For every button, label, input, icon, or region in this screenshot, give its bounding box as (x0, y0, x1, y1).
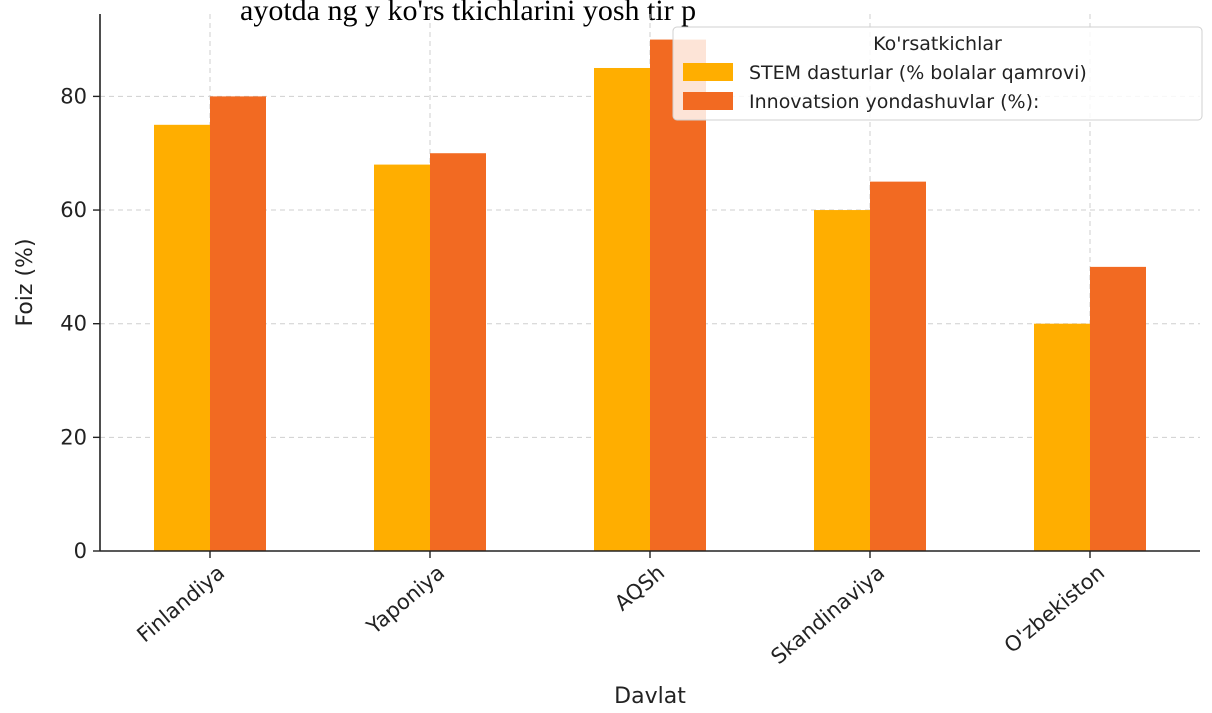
x-tick-label: Yaponiya (361, 560, 449, 639)
bar-innovatsion-1 (430, 153, 486, 551)
bar-stem-0 (154, 124, 210, 552)
bar-stem-2 (594, 67, 650, 551)
bar-innovatsion-4 (1090, 266, 1146, 551)
y-tick-label: 0 (74, 539, 87, 563)
x-axis-label: Davlat (614, 684, 686, 709)
legend-swatch (683, 63, 733, 81)
y-tick-label: 80 (60, 84, 87, 108)
y-tick-label: 40 (60, 312, 87, 336)
x-tick-label: AQSh (610, 560, 669, 615)
legend-title: Ko'rsatkichlar (873, 33, 1002, 55)
x-tick-label: Finlandiya (132, 560, 229, 647)
legend: Ko'rsatkichlar STEM dasturlar (% bolalar … (672, 26, 1203, 121)
y-axis-label: Foiz (%) (13, 238, 38, 326)
legend-label: STEM dasturlar (% bolalar qamrovi) (749, 62, 1087, 84)
bar-innovatsion-2 (650, 39, 706, 551)
bar-stem-3 (814, 210, 870, 552)
chart-title-clipped: ayotda ng y ko'rs tkichlarini yosh tir p (240, 0, 696, 27)
x-tick-label: O'zbekiston (1000, 560, 1110, 657)
legend-swatch (683, 92, 733, 110)
bars (154, 39, 1146, 552)
legend-box (672, 26, 1203, 121)
bar-innovatsion-0 (210, 96, 266, 552)
legend-label: Innovatsion yondashuvlar (%): (749, 91, 1039, 113)
y-tick-label: 20 (60, 425, 87, 449)
y-tick-label: 60 (60, 198, 87, 222)
bar-stem-4 (1034, 323, 1090, 551)
bar-innovatsion-3 (870, 181, 926, 551)
x-tick-label: Skandinaviya (766, 560, 889, 669)
bar-stem-1 (374, 164, 430, 552)
